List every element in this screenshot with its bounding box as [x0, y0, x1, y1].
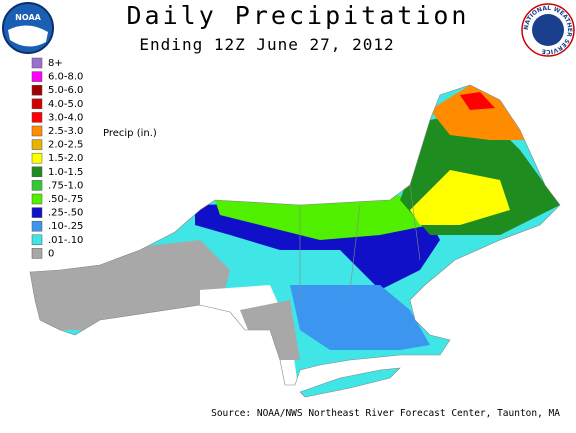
- legend-label: 2.5-3.0: [48, 126, 83, 137]
- legend: 8+ 6.0-8.0 5.0-6.0 4.0-5.0 3.0-4.0 2.5-3.0 2.0…: [31, 57, 83, 259]
- legend-label: 2.0-2.5: [48, 140, 83, 151]
- legend-swatch: [31, 207, 43, 218]
- legend-swatch: [31, 248, 43, 259]
- legend-label: .01-.10: [48, 235, 83, 246]
- legend-swatch: [31, 98, 43, 110]
- legend-swatch: [31, 193, 43, 205]
- noaa-logo-wave: [8, 25, 48, 47]
- legend-swatch: [31, 125, 43, 137]
- legend-swatch: [31, 112, 43, 123]
- legend-swatch: [31, 84, 43, 96]
- legend-swatch: [31, 234, 43, 246]
- title: Daily Precipitation: [127, 1, 470, 30]
- legend-label: 0: [48, 248, 54, 259]
- legend-label: .10-.25: [48, 221, 83, 232]
- legend-swatch: [31, 57, 43, 69]
- legend-label: 4.0-5.0: [48, 99, 83, 110]
- legend-label: 8+: [48, 58, 63, 69]
- legend-label: .75-1.0: [48, 180, 83, 191]
- legend-swatch: [31, 220, 43, 232]
- legend-label: .50-.75: [48, 194, 83, 205]
- legend-swatch: [31, 166, 43, 178]
- legend-title: Precip (in.): [103, 128, 157, 139]
- legend-label: 1.0-1.5: [48, 167, 83, 178]
- noaa-logo-text: NOAA: [15, 13, 41, 22]
- legend-swatch: [31, 180, 43, 191]
- subtitle: Ending 12Z June 27, 2012: [139, 35, 394, 54]
- legend-label: 3.0-4.0: [48, 112, 83, 123]
- legend-swatch: [31, 152, 43, 164]
- legend-label: 6.0-8.0: [48, 72, 83, 83]
- legend-label: 1.5-2.0: [48, 153, 83, 164]
- legend-label: .25-.50: [48, 208, 83, 219]
- legend-label: 5.0-6.0: [48, 85, 83, 96]
- legend-swatch: [31, 71, 43, 82]
- nws-logo-center: [532, 14, 564, 46]
- state-borders: [29, 84, 561, 398]
- source: Source: NOAA/NWS Northeast River Forecas…: [211, 408, 560, 419]
- legend-swatch: [31, 139, 43, 150]
